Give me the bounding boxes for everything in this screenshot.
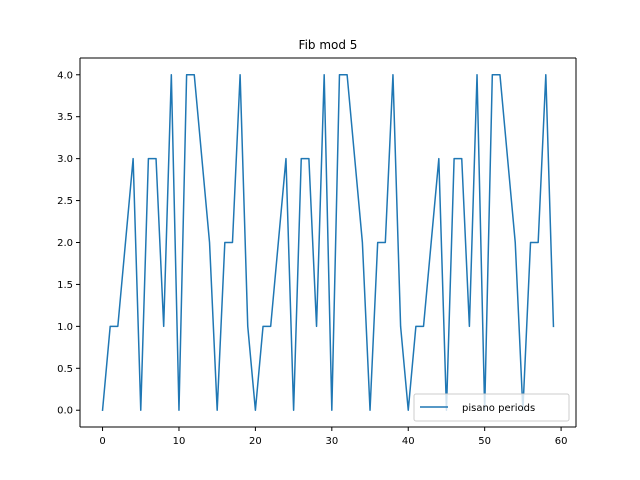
y-tick-label: 4.0 — [57, 70, 73, 81]
x-tick-label: 30 — [325, 436, 338, 447]
series-layer — [101, 74, 555, 412]
y-tick-label: 2.5 — [57, 196, 73, 207]
y-tick-label: 3.5 — [57, 112, 73, 123]
x-tick-label: 60 — [555, 436, 568, 447]
chart-title: Fib mod 5 — [299, 38, 358, 52]
x-tick-label: 40 — [402, 436, 415, 447]
x-tick-label: 0 — [99, 436, 105, 447]
y-tick-label: 1.0 — [57, 322, 73, 333]
y-tick-label: 0.0 — [57, 406, 73, 417]
series-line-0 — [101, 74, 555, 412]
x-tick-label: 10 — [173, 436, 186, 447]
x-tick-label: 20 — [249, 436, 262, 447]
y-tick-label: 3.0 — [57, 154, 73, 165]
y-tick-label: 1.5 — [57, 280, 73, 291]
legend-label: pisano periods — [462, 403, 535, 414]
y-tick-label: 0.5 — [57, 364, 73, 375]
y-tick-label: 2.0 — [57, 238, 73, 249]
legend-box — [413, 393, 570, 422]
axes-layer: 0 10 20 30 40 50 60 0.0 0.5 1.0 1.5 2.0 2.5 3.0 3.5 4.0 — [57, 57, 577, 447]
x-tick-label: 50 — [478, 436, 491, 447]
legend: pisano periods — [413, 393, 570, 422]
